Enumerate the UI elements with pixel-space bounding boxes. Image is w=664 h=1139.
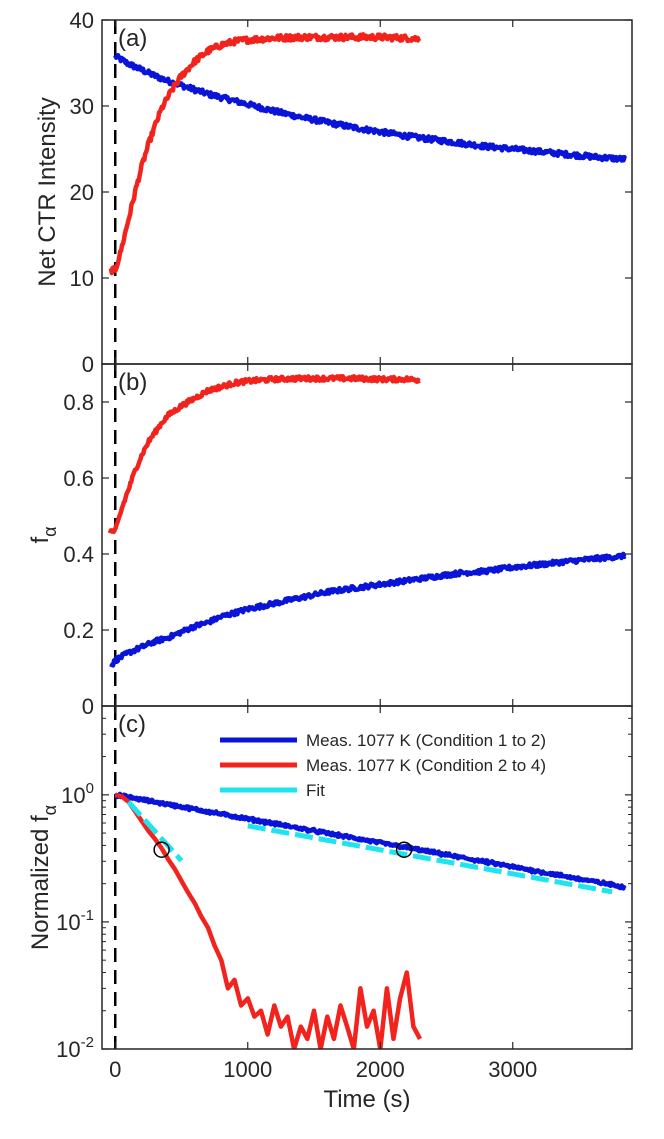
y-axis-label: fα (27, 526, 60, 543)
panel-label: (c) (118, 711, 146, 738)
y-tick-label: 0.2 (63, 618, 94, 643)
series-line-condition-2-to-4 (107, 374, 422, 535)
x-axis-label: Time (s) (323, 1086, 410, 1113)
y-tick-label: 0 (82, 352, 94, 377)
y-axis-label: Normalized fα (27, 805, 60, 950)
series-line-condition-2-to-4 (114, 792, 422, 1049)
characteristic-time-marker-1 (153, 841, 170, 858)
panel-label: (a) (118, 25, 147, 52)
panel-a: 0 10 20 30 40 (a) Net CTR Intensity (34, 8, 633, 377)
y-tick-label: 0 (82, 694, 94, 719)
panel-label: (b) (118, 369, 147, 396)
fit-line-1 (126, 800, 184, 863)
x-tick-label: 3000 (488, 1057, 537, 1082)
y-tick-label: 100 (61, 780, 94, 808)
series-line-condition-1-to-2 (113, 791, 627, 891)
series-line-condition-1-to-2 (113, 52, 628, 163)
legend-entry-label: Meas. 1077 K (Condition 1 to 2) (306, 731, 546, 750)
y-tick-label: 0.6 (63, 466, 94, 491)
y-tick-label: 10-2 (56, 1034, 94, 1062)
y-tick-label: 40 (70, 8, 94, 33)
series-line-condition-1-to-2 (109, 551, 627, 668)
y-tick-label: 20 (70, 180, 94, 205)
x-axis-title: Time (s) (323, 1086, 410, 1113)
y-tick-label: 0.4 (63, 542, 94, 567)
characteristic-time-marker-2 (395, 841, 413, 858)
axes-box (101, 705, 633, 1050)
y-tick-label: 10-1 (56, 907, 94, 935)
y-tick-label: 10 (70, 266, 94, 291)
fit-line-2 (247, 823, 613, 895)
panel-b: 0 0.2 0.4 0.6 0.8 (b) fα (27, 363, 633, 719)
legend-entry-label: Fit (306, 781, 325, 800)
x-tick-label: 2000 (356, 1057, 405, 1082)
legend: Meas. 1077 K (Condition 1 to 2) Meas. 107… (220, 731, 546, 800)
y-axis-label: Net CTR Intensity (34, 97, 61, 286)
x-tick-label: 0 (109, 1057, 121, 1082)
y-tick-label: 30 (70, 94, 94, 119)
series-line-condition-2-to-4 (108, 32, 422, 276)
x-tick-label: 1000 (223, 1057, 272, 1082)
legend-entry-label: Meas. 1077 K (Condition 2 to 4) (306, 756, 546, 775)
y-tick-label: 0.8 (63, 390, 94, 415)
axes-box (101, 363, 633, 707)
